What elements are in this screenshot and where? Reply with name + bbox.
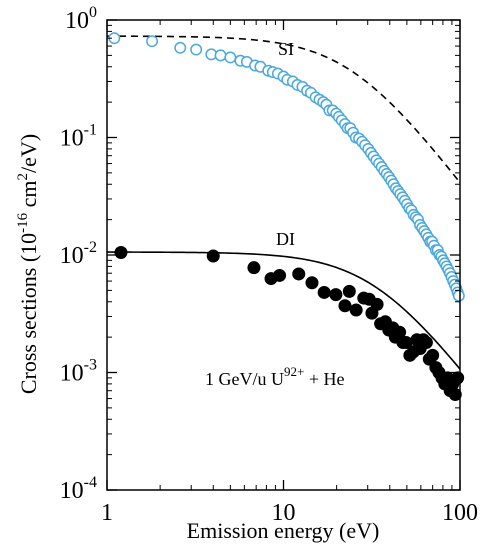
x-tick-label: 1 <box>101 500 113 526</box>
fit-curve-di <box>106 251 461 370</box>
y-tick-label-base: 10 <box>60 126 84 152</box>
y-tick-label: 100 <box>65 4 97 34</box>
data-point-di <box>370 297 384 311</box>
y-tick-label: 10-1 <box>60 122 97 152</box>
y-axis-label-exp: -16 <box>15 212 31 232</box>
y-axis-label-unit-exp: 2 <box>15 173 31 181</box>
y-tick-label-exp: 0 <box>89 4 97 21</box>
y-tick-label-exp: -1 <box>84 122 97 139</box>
annotation-di: DI <box>276 229 295 249</box>
y-tick-label-exp: -4 <box>84 474 97 491</box>
annotation-reaction-tail: + He <box>304 369 344 389</box>
y-axis-label-tail: /eV) <box>16 134 41 173</box>
y-tick-label-exp: -2 <box>84 239 97 256</box>
annotation-si: SI <box>278 39 294 59</box>
annotation-reaction-text: 1 GeV/u U <box>205 369 284 389</box>
data-point-di <box>419 336 433 350</box>
data-point-di <box>349 303 363 317</box>
data-point-di <box>305 276 319 290</box>
data-point-si <box>224 51 237 64</box>
data-point-si <box>452 289 465 302</box>
y-tick-label: 10-2 <box>60 239 97 269</box>
data-point-di <box>247 261 261 275</box>
data-point-si <box>190 43 203 56</box>
y-tick-label-base: 10 <box>60 478 84 504</box>
x-axis-label: Emission energy (eV) <box>187 518 380 543</box>
data-point-si <box>146 35 159 48</box>
y-tick-label-base: 10 <box>65 8 89 34</box>
data-point-si <box>214 49 227 62</box>
annotation-reaction-charge: 92+ <box>284 364 304 379</box>
data-point-si <box>174 41 187 54</box>
data-point-di <box>342 284 356 298</box>
y-tick-label-base: 10 <box>60 361 84 387</box>
y-axis-label-unit: cm <box>16 180 41 212</box>
data-point-di <box>292 267 306 281</box>
data-point-di <box>448 387 462 401</box>
data-point-di <box>338 299 352 313</box>
y-tick-label-exp: -3 <box>84 357 97 374</box>
data-point-di <box>206 249 220 263</box>
y-axis-label-main: Cross sections (10 <box>16 233 41 394</box>
axes <box>106 19 461 491</box>
y-axis-label: Cross sections (10-16 cm2/eV) <box>15 134 41 394</box>
data-point-di <box>426 348 440 362</box>
svg-text:Cross sections (10-16 cm2/eV): Cross sections (10-16 cm2/eV) <box>15 134 41 394</box>
x-tick-label: 100 <box>442 500 478 526</box>
data-point-di <box>317 285 331 299</box>
y-tick-label: 10-4 <box>60 474 97 504</box>
fit-curves <box>106 35 461 370</box>
y-tick-label-base: 10 <box>60 243 84 269</box>
data-markers <box>108 32 465 401</box>
y-tick-label: 10-3 <box>60 357 97 387</box>
data-point-di <box>273 268 287 282</box>
data-point-di <box>114 246 128 260</box>
x-tick-label: 10 <box>272 500 296 526</box>
plot-frame <box>106 19 461 491</box>
fit-curve-si <box>106 35 461 184</box>
data-point-di <box>329 288 343 302</box>
annotation-reaction: 1 GeV/u U92+ + He <box>205 364 344 389</box>
